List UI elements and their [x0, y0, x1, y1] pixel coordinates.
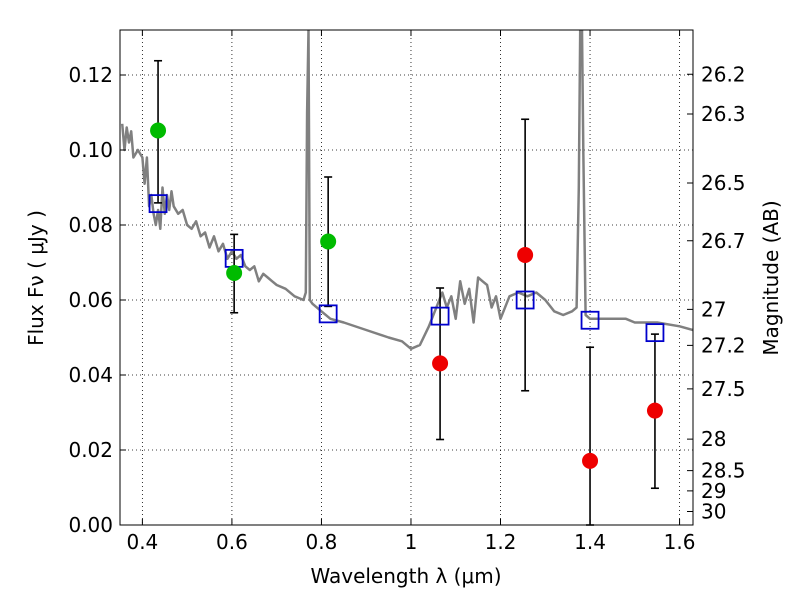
model-flux-square	[645, 323, 665, 343]
plot-area	[120, 30, 693, 351]
y-tick-label: 0.02	[68, 438, 113, 462]
observed-flux-point	[226, 265, 243, 281]
mag-tick-label: 26.3	[701, 102, 746, 126]
x-tick-label: 0.4	[126, 530, 158, 554]
x-tick-label: 1.6	[664, 530, 696, 554]
x-tick-label: 1.2	[485, 530, 517, 554]
observed-flux-point	[432, 355, 449, 372]
y-tick-label: 0.12	[68, 63, 113, 87]
mag-tick-label: 28	[701, 427, 726, 451]
mag-tick-label: 29	[701, 479, 726, 503]
grid	[120, 30, 693, 525]
y-tick-label: 0.10	[68, 138, 113, 162]
y-tick-label: 0.08	[68, 213, 113, 237]
model-flux-square	[148, 194, 168, 214]
sed-model-line	[120, 30, 693, 351]
observed-flux-point	[150, 122, 167, 139]
x-axis-label: Wavelength λ (μm)	[310, 564, 501, 588]
model-flux-square	[515, 290, 535, 310]
observed-flux-point	[320, 233, 337, 250]
observed-flux-point	[517, 247, 534, 263]
mag-tick-label: 26.7	[701, 229, 746, 253]
y-tick-label: 0.00	[68, 513, 113, 537]
mag-tick-label: 28.5	[701, 459, 746, 483]
observed-flux-point	[646, 402, 663, 419]
plot-frame	[119, 29, 694, 526]
y-tick-label: 0.06	[68, 288, 113, 312]
model-flux-square	[318, 304, 338, 324]
y-axis-label: Flux Fν ( μJy )	[24, 210, 48, 346]
model-flux-square	[430, 306, 450, 326]
x-tick-label: 0.6	[216, 530, 248, 554]
mag-tick-label: 27.2	[701, 333, 746, 357]
ticks: 0.4 0.6 0.8 1 1.2 1.4 1.6 0.00 0.02 0.04 0.06 0.08 0…	[68, 30, 746, 554]
mag-tick-label: 26.2	[701, 62, 746, 86]
x-tick-label: 1.4	[574, 530, 606, 554]
y-axis-right-label: Magnitude (AB)	[759, 200, 783, 355]
markers	[148, 122, 665, 469]
observed-flux-point	[582, 452, 599, 469]
x-tick-label: 1	[405, 530, 418, 554]
x-tick-label: 0.8	[306, 530, 338, 554]
mag-tick-label: 27	[701, 297, 726, 321]
model-flux-square	[580, 310, 600, 330]
y-tick-label: 0.04	[68, 363, 113, 387]
mag-tick-label: 27.5	[701, 377, 746, 401]
mag-tick-label: 26.5	[701, 171, 746, 195]
mag-tick-label: 30	[701, 500, 726, 524]
